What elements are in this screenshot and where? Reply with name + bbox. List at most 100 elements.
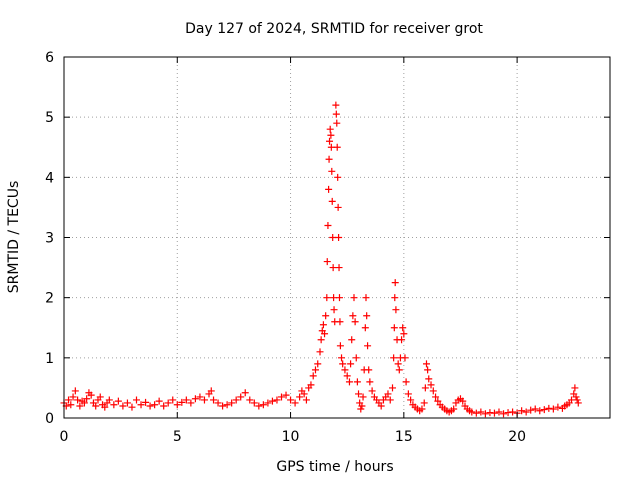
data-point — [319, 321, 327, 329]
data-point — [389, 384, 397, 392]
data-point — [325, 185, 333, 193]
data-point — [391, 279, 399, 287]
data-point — [347, 360, 355, 368]
data-point — [386, 396, 394, 404]
data-point — [468, 408, 476, 416]
data-point — [549, 405, 557, 413]
data-point — [307, 381, 315, 389]
data-point — [368, 387, 376, 395]
y-tick-label: 1 — [45, 351, 54, 367]
data-point — [366, 378, 374, 386]
axis-ticks: 0 5 10 15 20 0 1 2 3 4 5 6 — [45, 50, 610, 445]
data-point — [87, 391, 95, 399]
data-point — [296, 393, 304, 401]
data-point — [268, 397, 276, 405]
data-point — [477, 408, 485, 416]
data-point — [207, 387, 215, 395]
data-point — [291, 399, 299, 407]
data-point — [287, 396, 295, 404]
data-point — [123, 399, 131, 407]
data-point — [427, 381, 435, 389]
data-point — [490, 409, 498, 417]
data-point — [422, 360, 430, 368]
y-tick-label: 2 — [45, 291, 54, 307]
data-point — [481, 410, 489, 418]
y-tick-label: 3 — [45, 231, 54, 247]
data-point — [105, 396, 113, 404]
data-point — [322, 312, 330, 320]
data-point — [67, 401, 75, 409]
y-tick-label: 5 — [45, 110, 54, 126]
data-point — [311, 366, 319, 374]
data-point — [392, 306, 400, 314]
data-point — [335, 294, 343, 302]
y-axis-label: SRMTID / TECUs — [6, 181, 22, 294]
data-point — [128, 403, 136, 411]
data-point — [358, 402, 366, 410]
data-point — [328, 197, 336, 205]
data-point — [326, 137, 334, 145]
data-point — [459, 397, 467, 405]
data-point — [327, 143, 335, 151]
data-point — [522, 408, 530, 416]
data-point — [178, 398, 186, 406]
x-axis-label: GPS time / hours — [276, 459, 393, 475]
data-point — [173, 401, 181, 409]
data-point — [191, 395, 199, 403]
data-point — [472, 409, 480, 417]
data-point — [65, 396, 73, 404]
data-point — [421, 384, 429, 392]
data-point — [326, 125, 334, 133]
data-point — [160, 402, 168, 410]
data-point — [250, 399, 258, 407]
data-point — [339, 360, 347, 368]
x-tick-label: 15 — [395, 429, 413, 445]
data-point — [96, 393, 104, 401]
data-point — [101, 403, 109, 411]
data-point — [384, 390, 392, 398]
data-point — [300, 390, 308, 398]
data-point — [332, 110, 340, 118]
data-point — [333, 143, 341, 151]
data-point — [554, 403, 562, 411]
data-point — [348, 336, 356, 344]
data-point — [399, 324, 407, 332]
data-point — [237, 393, 245, 401]
data-point — [500, 410, 508, 418]
data-point — [232, 396, 240, 404]
data-point — [83, 395, 91, 403]
data-point — [394, 360, 402, 368]
data-point — [357, 405, 365, 413]
data-point — [402, 378, 410, 386]
data-point — [277, 393, 285, 401]
data-point — [335, 264, 343, 272]
data-point — [210, 396, 218, 404]
y-tick-label: 6 — [45, 50, 54, 66]
data-point — [142, 398, 150, 406]
data-point — [420, 399, 428, 407]
data-point — [76, 402, 84, 410]
data-point — [155, 397, 163, 405]
data-point — [365, 366, 373, 374]
data-point — [486, 409, 494, 417]
data-point — [391, 294, 399, 302]
data-point — [119, 402, 127, 410]
data-point — [540, 406, 548, 414]
data-point — [323, 258, 331, 266]
data-point — [80, 399, 88, 407]
y-tick-label: 4 — [45, 170, 54, 186]
x-tick-label: 5 — [173, 429, 182, 445]
data-point — [334, 203, 342, 211]
data-point — [316, 348, 324, 356]
data-point — [450, 405, 458, 413]
data-point — [398, 336, 406, 344]
data-point — [164, 399, 172, 407]
data-point — [336, 342, 344, 350]
data-point — [317, 336, 325, 344]
data-point — [264, 399, 272, 407]
data-point — [572, 393, 580, 401]
data-point — [325, 155, 333, 163]
data-point — [362, 294, 370, 302]
data-point — [328, 167, 336, 175]
